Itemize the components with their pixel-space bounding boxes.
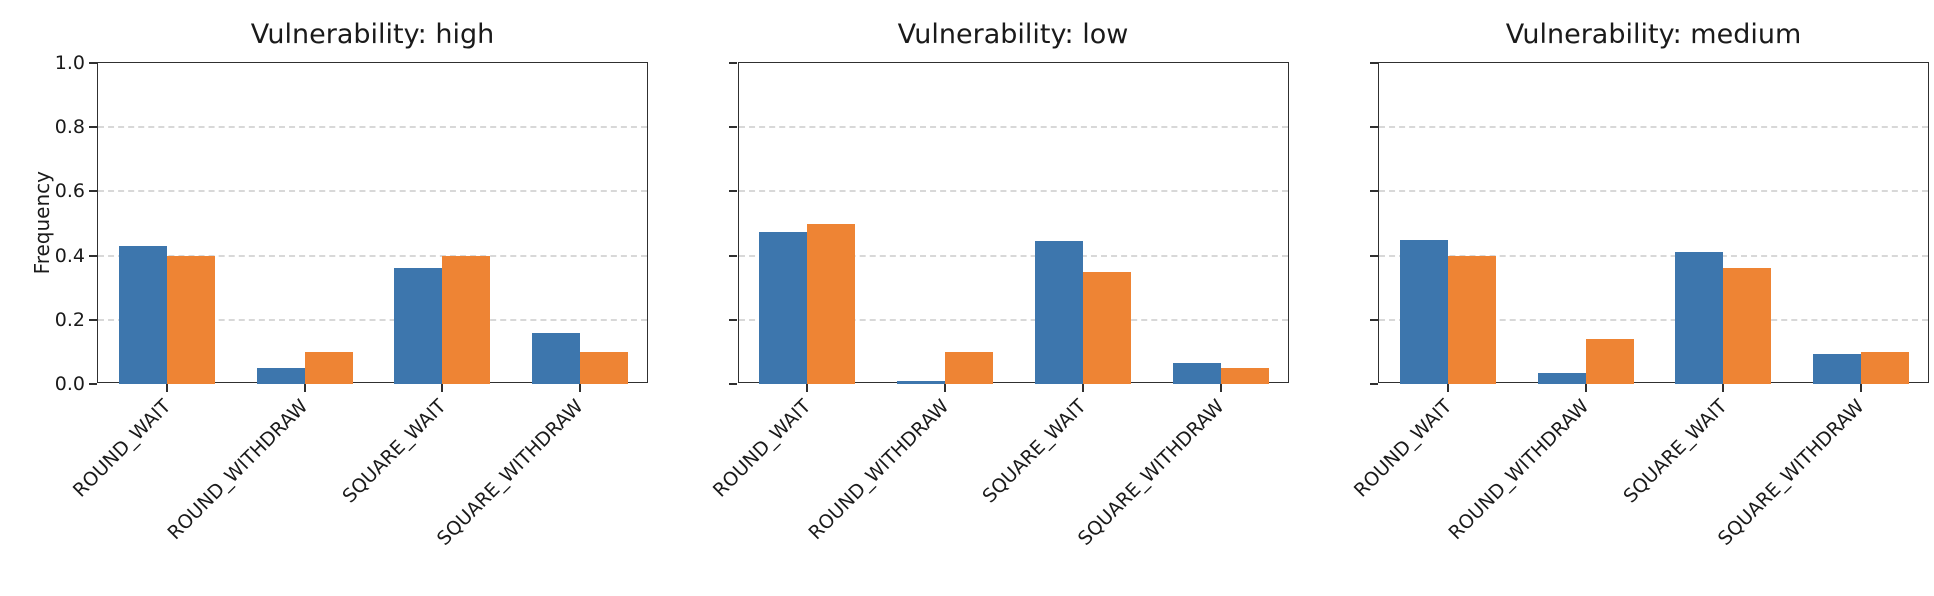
x-tick-label: SQUARE_WAIT <box>978 395 1091 508</box>
y-tick-label: 0.4 <box>54 244 85 267</box>
y-tick-mark <box>729 383 737 385</box>
bar-blue-round_withdraw <box>897 380 946 384</box>
x-tick-label: ROUND_WITHDRAW <box>804 395 953 545</box>
gridline <box>738 254 1288 257</box>
subplot-high: Vulnerability: high 0.0 0.2 0.4 0.6 0.8 1.0 ROU… <box>30 19 648 550</box>
bar-orange-square_wait <box>442 255 491 384</box>
x-tick-label: ROUND_WAIT <box>68 395 175 502</box>
x-tick-mark <box>1081 384 1084 392</box>
x-tick-mark <box>944 384 947 392</box>
subplot-title: Vulnerability: high <box>250 19 495 50</box>
gridline <box>1379 318 1928 321</box>
gridline <box>98 254 647 257</box>
y-tick-mark <box>88 126 97 129</box>
x-tick-label: SQUARE_WAIT <box>338 395 451 508</box>
x-tick-label: SQUARE_WITHDRAW <box>1714 395 1869 550</box>
y-tick-mark <box>729 254 737 257</box>
y-tick-mark <box>88 318 97 321</box>
x-tick-mark <box>1446 384 1449 392</box>
gridline <box>1379 190 1928 193</box>
y-tick-label: 0.0 <box>54 373 85 395</box>
subplot-low: Vulnerability: low ROUND_WAIT ROUND_WITHDR… <box>709 19 1289 550</box>
bar-orange-round_wait <box>1447 255 1496 384</box>
x-tick-mark <box>579 384 582 392</box>
x-tick-label: SQUARE_WAIT <box>1619 395 1732 508</box>
bar-orange-square_withdraw <box>580 351 629 384</box>
y-tick-mark <box>729 62 737 64</box>
bar-blue-square_wait <box>394 268 443 384</box>
gridline <box>738 318 1288 321</box>
y-tick-mark <box>1369 383 1378 385</box>
gridline <box>98 318 647 321</box>
bar-orange-round_withdraw <box>304 351 353 384</box>
x-tick-mark <box>1584 384 1587 392</box>
bar-blue-square_wait <box>1675 252 1724 384</box>
y-tick-label: 1.0 <box>54 52 85 74</box>
subplot-title: Vulnerability: medium <box>1505 19 1802 50</box>
y-tick-label: 0.2 <box>54 308 85 331</box>
bar-orange-round_withdraw <box>1585 339 1634 384</box>
y-tick-mark <box>1369 126 1378 129</box>
y-axis-label-text: Frequency <box>30 170 54 275</box>
gridline <box>1379 254 1928 257</box>
y-tick-mark <box>1369 254 1378 257</box>
bar-blue-round_withdraw <box>1537 372 1586 384</box>
bar-orange-square_withdraw <box>1220 367 1269 384</box>
bar-blue-square_withdraw <box>532 332 581 384</box>
bar-blue-square_withdraw <box>1813 353 1862 384</box>
x-tick-mark <box>1860 384 1863 392</box>
gridline <box>1379 126 1928 129</box>
subplot-title: Vulnerability: low <box>897 19 1129 50</box>
x-tick-mark <box>441 384 444 392</box>
x-tick-label: ROUND_WAIT <box>708 395 816 502</box>
bar-blue-round_wait <box>759 231 808 384</box>
x-tick-label: ROUND_WITHDRAW <box>1444 395 1594 545</box>
bar-orange-round_wait <box>166 255 215 384</box>
x-tick-mark <box>303 384 306 392</box>
subplot-medium: Vulnerability: medium ROUND_WAIT ROUND_WIT… <box>1349 19 1929 550</box>
y-axis-label: Frequency <box>30 63 54 382</box>
y-tick-mark <box>729 190 737 193</box>
gridline <box>98 126 647 129</box>
x-tick-mark <box>1219 384 1222 392</box>
bar-blue-square_withdraw <box>1172 363 1221 384</box>
x-tick-label: ROUND_WITHDRAW <box>163 395 313 545</box>
x-tick-label: SQUARE_WITHDRAW <box>433 395 588 550</box>
y-tick-mark <box>1369 318 1378 321</box>
bar-orange-round_wait <box>807 223 856 384</box>
gridline <box>738 190 1288 193</box>
y-tick-mark <box>729 318 737 321</box>
bar-orange-square_wait <box>1723 268 1772 384</box>
bar-blue-round_withdraw <box>256 367 305 384</box>
y-tick-mark <box>729 126 737 129</box>
y-tick-mark <box>88 383 97 385</box>
gridline <box>738 126 1288 129</box>
bar-blue-round_wait <box>1399 239 1448 384</box>
x-tick-mark <box>806 384 809 392</box>
bar-orange-round_withdraw <box>945 351 994 384</box>
bar-blue-square_wait <box>1034 241 1083 384</box>
bar-orange-square_withdraw <box>1861 351 1910 384</box>
x-tick-label: ROUND_WAIT <box>1349 395 1456 502</box>
y-tick-mark <box>88 190 97 193</box>
y-tick-mark <box>1369 190 1378 193</box>
y-tick-mark <box>88 254 97 257</box>
x-tick-mark <box>165 384 168 392</box>
bar-orange-square_wait <box>1082 271 1131 384</box>
x-tick-label: SQUARE_WITHDRAW <box>1073 395 1229 550</box>
y-tick-label: 0.6 <box>54 180 85 203</box>
gridline <box>98 190 647 193</box>
y-tick-mark <box>1369 62 1378 64</box>
x-tick-mark <box>1722 384 1725 392</box>
y-tick-label: 0.8 <box>54 116 85 139</box>
y-tick-mark <box>88 62 97 64</box>
bar-blue-round_wait <box>118 245 167 384</box>
